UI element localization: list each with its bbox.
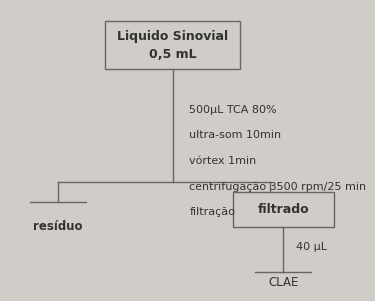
Text: filtrado: filtrado xyxy=(257,203,309,216)
Text: CLAE: CLAE xyxy=(268,276,298,289)
Text: 500μL TCA 80%: 500μL TCA 80% xyxy=(189,105,277,115)
FancyBboxPatch shape xyxy=(105,21,240,69)
Text: Liquido Sinovial
0,5 mL: Liquido Sinovial 0,5 mL xyxy=(117,30,228,61)
FancyBboxPatch shape xyxy=(232,192,334,226)
Text: centrifugação 3500 rpm/25 min: centrifugação 3500 rpm/25 min xyxy=(189,182,366,192)
Text: filtração: filtração xyxy=(189,207,235,217)
Text: resíduo: resíduo xyxy=(33,220,83,233)
Text: ultra-som 10min: ultra-som 10min xyxy=(189,130,282,141)
Text: vórtex 1min: vórtex 1min xyxy=(189,156,256,166)
Text: 40 μL: 40 μL xyxy=(296,242,327,253)
